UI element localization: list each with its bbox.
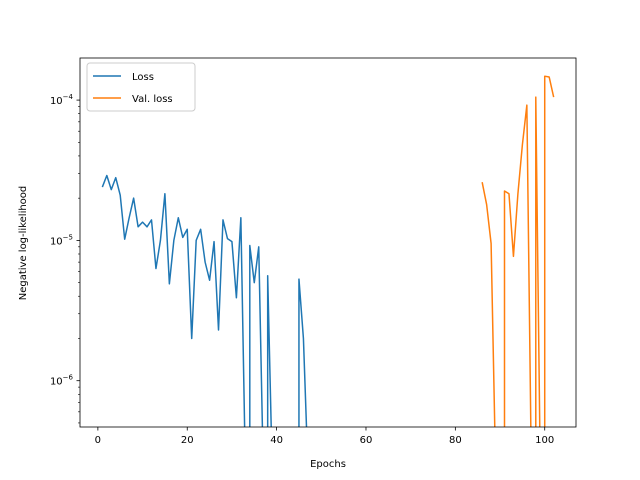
legend-frame — [86, 62, 196, 112]
y-tick-label: 10−4 — [50, 93, 74, 107]
y-axis-label: Negative log-likelihood — [18, 186, 29, 301]
plot-area — [101, 75, 555, 427]
x-axis-label: Epochs — [310, 459, 346, 470]
axes-frame — [79, 57, 577, 428]
legend: Loss Val. loss — [86, 62, 196, 112]
series-line-loss — [101, 174, 308, 427]
legend-label-loss: Loss — [132, 72, 154, 83]
x-tick-label: 0 — [95, 435, 101, 446]
x-tick-label: 20 — [181, 435, 194, 446]
x-tick-label: 100 — [535, 435, 554, 446]
series-line-val-loss — [481, 75, 555, 427]
y-tick-label: 10−6 — [50, 374, 74, 388]
y-tick-label: 10−5 — [50, 233, 73, 247]
legend-label-val-loss: Val. loss — [132, 94, 173, 105]
x-tick-label: 40 — [270, 435, 283, 446]
x-tick-label: 60 — [360, 435, 373, 446]
axes: 0 20 40 60 80 100 10−6 10−5 10−4 — [50, 57, 577, 446]
x-tick-label: 80 — [449, 435, 462, 446]
